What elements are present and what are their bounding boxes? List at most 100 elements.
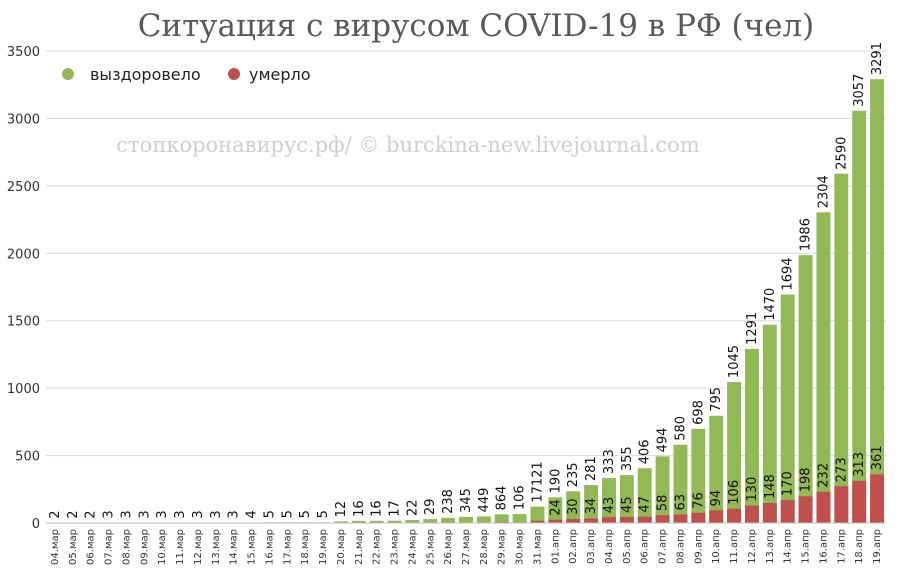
bar-label-recovered: 22	[405, 499, 420, 516]
y-tick-label: 1500	[7, 315, 40, 330]
bar-label-died: 76	[691, 492, 706, 509]
bar-label-recovered: 1694	[781, 257, 796, 290]
bar-label-recovered: 345	[459, 488, 474, 513]
bar-label-recovered: 3291	[870, 42, 885, 75]
x-tick-label: 17.апр	[836, 529, 847, 564]
bar-recovered	[870, 79, 885, 523]
bar-recovered	[619, 475, 634, 523]
x-tick-label: 31.мар	[532, 529, 543, 565]
bar-label-died: 47	[638, 496, 653, 513]
x-tick-label: 24.мар	[407, 529, 418, 565]
x-tick-label: 10.мар	[157, 529, 168, 565]
bar-label-recovered: 16	[370, 500, 385, 517]
bar-label-recovered: 281	[584, 456, 599, 481]
watermark: стопкоронавирус.рф/ © burckina-new.livej…	[116, 133, 699, 157]
bar-label-recovered: 698	[691, 400, 706, 425]
legend-marker-died	[228, 68, 240, 80]
bar-label-recovered: 2	[48, 510, 63, 518]
bar-died	[619, 516, 634, 523]
x-tick-label: 13.мар	[211, 529, 222, 565]
bar-recovered	[566, 491, 581, 523]
bar-label-recovered: 3	[102, 510, 117, 518]
bar-recovered	[816, 212, 831, 524]
x-tick-label: 14.апр	[783, 529, 794, 564]
x-tick-label: 21.мар	[354, 529, 365, 565]
bar-label-recovered: 5	[262, 510, 277, 518]
x-tick-label: 04.мар	[50, 529, 61, 565]
bar-label-recovered: 1291	[745, 312, 760, 345]
bar-label-died: 361	[870, 445, 885, 470]
bar-recovered	[548, 497, 563, 523]
bar-label-recovered: 580	[673, 416, 688, 441]
bar-recovered	[709, 415, 724, 523]
x-tick-label: 05.апр	[622, 529, 633, 564]
x-tick-label: 06.апр	[640, 529, 651, 564]
bar-died	[584, 518, 599, 523]
x-tick-label: 07.мар	[104, 529, 115, 565]
bar-died	[816, 491, 831, 523]
bar-label-died: 170	[781, 471, 796, 496]
x-tick-label: 14.мар	[229, 529, 240, 565]
bar-recovered	[441, 517, 456, 523]
bar-label-recovered: 17121	[530, 461, 545, 502]
x-tick-label: 08.мар	[121, 529, 132, 565]
bar-recovered	[333, 521, 348, 523]
bar-label-recovered: 406	[638, 439, 653, 464]
bar-label-recovered: 3	[119, 510, 134, 518]
bar-recovered	[459, 516, 473, 523]
x-tick-label: 18.апр	[854, 529, 865, 564]
x-tick-label: 10.апр	[711, 529, 722, 564]
bar-died	[655, 515, 670, 523]
x-tick-label: 01.апр	[550, 529, 561, 564]
bar-label-died: 45	[620, 496, 635, 513]
bar-label-recovered: 17	[388, 500, 403, 517]
x-tick-label: 18.мар	[300, 529, 311, 565]
bar-recovered	[387, 520, 402, 523]
y-axis: 0 500 1000 1500 2000 2500 3000 3500	[7, 45, 40, 532]
bar-recovered	[834, 173, 849, 523]
bar-died	[494, 521, 509, 523]
bar-died	[870, 474, 885, 523]
bar-label-recovered: 235	[566, 462, 581, 487]
x-tick-label: 09.апр	[693, 529, 704, 564]
bar-label-died: 24	[548, 499, 563, 516]
x-tick-label: 07.апр	[658, 529, 669, 564]
bar-label-recovered: 5	[298, 510, 313, 518]
bar-died	[780, 500, 795, 523]
x-tick-label: 15.апр	[801, 529, 812, 564]
bar-died	[727, 508, 742, 523]
x-tick-label: 27.мар	[461, 529, 472, 565]
bar-recovered	[405, 520, 420, 523]
bar-recovered	[762, 324, 777, 523]
legend-label-recovered: выздоровело	[90, 65, 201, 84]
x-tick-label: 30.мар	[515, 529, 526, 565]
bar-value-labels: 2 2 2 3 3 3 3 3 3 3 3 4 5 5 5 5 12 16 16 17 22 29 238 345 449 864…	[48, 42, 885, 519]
bar-label-recovered: 3	[155, 510, 170, 518]
bar-died	[691, 512, 706, 523]
x-tick-label: 20.мар	[336, 529, 347, 565]
bar-label-recovered: 190	[548, 469, 563, 494]
bar-recovered	[602, 478, 616, 523]
bar-label-recovered: 2590	[834, 137, 849, 170]
bar-recovered	[780, 294, 795, 523]
bar-label-recovered: 864	[495, 486, 510, 511]
x-tick-label: 19.мар	[318, 529, 329, 565]
legend-item-died: умерло	[228, 65, 311, 84]
legend-item-recovered: выздоровело	[62, 65, 201, 84]
x-tick-label: 12.апр	[747, 529, 758, 564]
y-tick-label: 500	[15, 450, 40, 465]
chart-title: Ситуация с вирусом COVID-19 в РФ (чел)	[138, 8, 815, 44]
bar-label-died: 34	[584, 498, 599, 515]
legend-marker-recovered	[62, 68, 74, 80]
bar-label-recovered: 5	[316, 510, 331, 518]
legend: выздоровело умерло	[62, 65, 311, 84]
x-tick-label: 13.апр	[765, 529, 776, 564]
y-tick-label: 3500	[7, 45, 40, 60]
bar-label-died: 313	[852, 452, 867, 477]
bar-recovered	[530, 506, 545, 523]
bar-died	[709, 510, 724, 523]
y-tick-label: 2500	[7, 180, 40, 195]
bar-recovered	[494, 514, 509, 523]
bar-label-died: 94	[709, 490, 724, 507]
